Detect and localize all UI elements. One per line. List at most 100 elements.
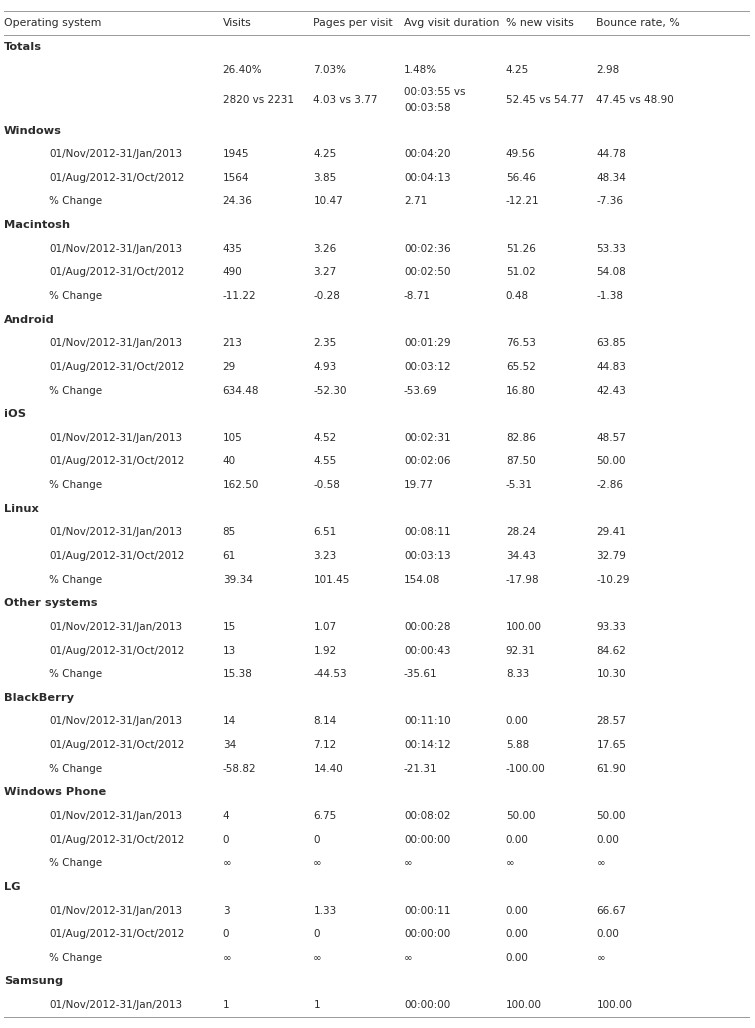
Text: 01/Nov/2012-31/Jan/2013: 01/Nov/2012-31/Jan/2013: [49, 811, 182, 821]
Text: 50.00: 50.00: [596, 811, 626, 821]
Text: ∞: ∞: [596, 858, 605, 869]
Text: 490: 490: [223, 267, 242, 278]
Text: 15: 15: [223, 622, 236, 632]
Text: Bounce rate, %: Bounce rate, %: [596, 17, 680, 28]
Text: 63.85: 63.85: [596, 338, 627, 348]
Text: 2.35: 2.35: [313, 338, 337, 348]
Text: 10.47: 10.47: [313, 196, 343, 207]
Text: 01/Nov/2012-31/Jan/2013: 01/Nov/2012-31/Jan/2013: [49, 244, 182, 254]
Text: 01/Aug/2012-31/Oct/2012: 01/Aug/2012-31/Oct/2012: [49, 456, 184, 467]
Text: 4.93: 4.93: [313, 362, 337, 372]
Text: 39.34: 39.34: [223, 575, 253, 585]
Text: 4.55: 4.55: [313, 456, 337, 467]
Text: 5.88: 5.88: [506, 740, 529, 750]
Text: 01/Aug/2012-31/Oct/2012: 01/Aug/2012-31/Oct/2012: [49, 551, 184, 561]
Text: 01/Aug/2012-31/Oct/2012: 01/Aug/2012-31/Oct/2012: [49, 740, 184, 750]
Text: 1564: 1564: [223, 173, 249, 183]
Text: 61.90: 61.90: [596, 764, 626, 774]
Text: 1.92: 1.92: [313, 646, 337, 656]
Text: ∞: ∞: [506, 858, 514, 869]
Text: 15.38: 15.38: [223, 669, 253, 680]
Text: 00:03:13: 00:03:13: [404, 551, 451, 561]
Text: 0.00: 0.00: [506, 717, 528, 727]
Text: 01/Aug/2012-31/Oct/2012: 01/Aug/2012-31/Oct/2012: [49, 267, 184, 278]
Text: % new visits: % new visits: [506, 17, 574, 28]
Text: 100.00: 100.00: [506, 622, 542, 632]
Text: 00:00:11: 00:00:11: [404, 906, 451, 916]
Text: 1: 1: [223, 1000, 230, 1011]
Text: 14.40: 14.40: [313, 764, 343, 774]
Text: 1.33: 1.33: [313, 906, 337, 916]
Text: 0.00: 0.00: [596, 929, 619, 940]
Text: 00:00:00: 00:00:00: [404, 1000, 450, 1011]
Text: 00:02:31: 00:02:31: [404, 433, 451, 443]
Text: 1: 1: [313, 1000, 320, 1011]
Text: 82.86: 82.86: [506, 433, 536, 443]
Text: 50.00: 50.00: [506, 811, 535, 821]
Text: % Change: % Change: [49, 953, 102, 963]
Text: 49.56: 49.56: [506, 149, 536, 159]
Text: 0.00: 0.00: [506, 906, 528, 916]
Text: 93.33: 93.33: [596, 622, 627, 632]
Text: 00:08:02: 00:08:02: [404, 811, 451, 821]
Text: Operating system: Operating system: [4, 17, 101, 28]
Text: 44.78: 44.78: [596, 149, 627, 159]
Text: -2.86: -2.86: [596, 480, 624, 490]
Text: 7.12: 7.12: [313, 740, 337, 750]
Text: Windows: Windows: [4, 125, 62, 136]
Text: Avg visit duration: Avg visit duration: [404, 17, 499, 28]
Text: 4.52: 4.52: [313, 433, 337, 443]
Text: 100.00: 100.00: [596, 1000, 633, 1011]
Text: 00:11:10: 00:11:10: [404, 717, 451, 727]
Text: 66.67: 66.67: [596, 906, 627, 916]
Text: 00:00:00: 00:00:00: [404, 835, 450, 845]
Text: 0: 0: [223, 929, 230, 940]
Text: 47.45 vs 48.90: 47.45 vs 48.90: [596, 96, 674, 106]
Text: 85: 85: [223, 527, 236, 538]
Text: % Change: % Change: [49, 480, 102, 490]
Text: 0: 0: [313, 835, 320, 845]
Text: 1.07: 1.07: [313, 622, 337, 632]
Text: 2.98: 2.98: [596, 65, 620, 75]
Text: 01/Nov/2012-31/Jan/2013: 01/Nov/2012-31/Jan/2013: [49, 149, 182, 159]
Text: 6.75: 6.75: [313, 811, 337, 821]
Text: % Change: % Change: [49, 764, 102, 774]
Text: 51.02: 51.02: [506, 267, 535, 278]
Text: 3: 3: [223, 906, 230, 916]
Text: 34.43: 34.43: [506, 551, 536, 561]
Text: -17.98: -17.98: [506, 575, 540, 585]
Text: 105: 105: [223, 433, 242, 443]
Text: % Change: % Change: [49, 196, 102, 207]
Text: 1945: 1945: [223, 149, 249, 159]
Text: -44.53: -44.53: [313, 669, 347, 680]
Text: -35.61: -35.61: [404, 669, 438, 680]
Text: 8.14: 8.14: [313, 717, 337, 727]
Text: 2.71: 2.71: [404, 196, 427, 207]
Text: 0.48: 0.48: [506, 291, 529, 301]
Text: 29.41: 29.41: [596, 527, 627, 538]
Text: 00:03:55 vs: 00:03:55 vs: [404, 87, 465, 98]
Text: Samsung: Samsung: [4, 977, 63, 987]
Text: 01/Nov/2012-31/Jan/2013: 01/Nov/2012-31/Jan/2013: [49, 622, 182, 632]
Text: 48.34: 48.34: [596, 173, 627, 183]
Text: -0.28: -0.28: [313, 291, 341, 301]
Text: 54.08: 54.08: [596, 267, 626, 278]
Text: 0.00: 0.00: [506, 953, 528, 963]
Text: 76.53: 76.53: [506, 338, 536, 348]
Text: -21.31: -21.31: [404, 764, 438, 774]
Text: 101.45: 101.45: [313, 575, 350, 585]
Text: Linux: Linux: [4, 504, 39, 514]
Text: 634.48: 634.48: [223, 386, 259, 396]
Text: 00:04:20: 00:04:20: [404, 149, 451, 159]
Text: % Change: % Change: [49, 858, 102, 869]
Text: -7.36: -7.36: [596, 196, 624, 207]
Text: 01/Nov/2012-31/Jan/2013: 01/Nov/2012-31/Jan/2013: [49, 1000, 182, 1011]
Text: 53.33: 53.33: [596, 244, 627, 254]
Text: ∞: ∞: [404, 858, 412, 869]
Text: 7.03%: 7.03%: [313, 65, 347, 75]
Text: -11.22: -11.22: [223, 291, 257, 301]
Text: % Change: % Change: [49, 386, 102, 396]
Text: 29: 29: [223, 362, 236, 372]
Text: 00:02:36: 00:02:36: [404, 244, 451, 254]
Text: 01/Nov/2012-31/Jan/2013: 01/Nov/2012-31/Jan/2013: [49, 433, 182, 443]
